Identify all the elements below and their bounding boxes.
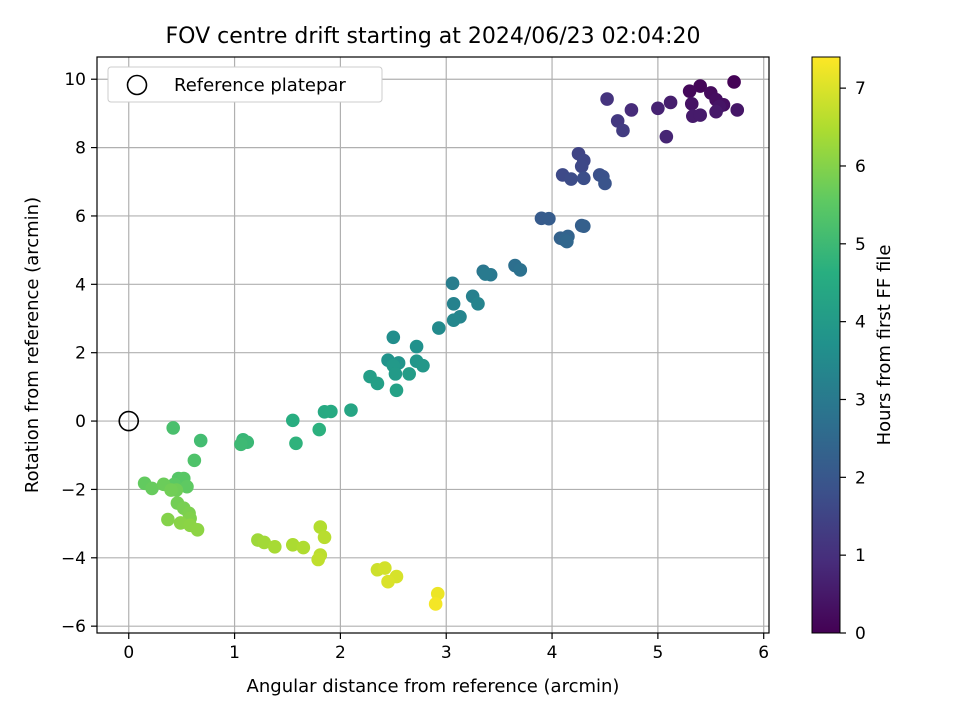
legend-marker <box>126 74 148 96</box>
data-point <box>234 437 248 452</box>
data-point <box>560 234 574 249</box>
data-point <box>289 436 303 451</box>
data-point <box>564 172 578 186</box>
data-point <box>296 540 311 555</box>
data-point <box>190 522 205 537</box>
data-point <box>432 321 446 335</box>
y-tick-label: −6 <box>61 617 86 637</box>
x-tick-label: 3 <box>441 643 452 663</box>
y-tick-label: −4 <box>61 549 86 569</box>
data-point <box>730 103 745 117</box>
colorbar-tick-label: 2 <box>855 468 866 488</box>
data-point <box>193 433 208 448</box>
data-point <box>682 84 697 98</box>
data-point <box>577 219 591 234</box>
data-point <box>709 104 723 119</box>
data-point <box>187 453 202 468</box>
legend-label: Reference platepar <box>174 75 346 96</box>
x-axis-label: Angular distance from reference (arcmin) <box>247 676 620 697</box>
colorbar-label: Hours from first FF file <box>874 245 895 446</box>
data-point <box>257 535 272 550</box>
reference-platepar-marker <box>118 410 140 432</box>
data-point <box>145 481 159 496</box>
data-point <box>166 421 180 435</box>
data-point <box>416 358 430 373</box>
colorbar-tick-label: 6 <box>855 157 866 177</box>
data-point <box>616 123 630 138</box>
legend: Reference platepar <box>107 66 383 103</box>
x-tick-label: 4 <box>547 643 558 663</box>
data-point <box>598 176 612 191</box>
data-point <box>693 79 708 93</box>
data-point <box>164 483 178 497</box>
data-points <box>137 75 745 611</box>
colorbar <box>811 56 841 634</box>
data-point <box>513 263 528 277</box>
data-point <box>267 540 282 554</box>
legend-box <box>107 66 383 103</box>
data-point <box>386 330 401 345</box>
y-tick-label: 8 <box>75 139 86 159</box>
data-point <box>388 367 403 381</box>
colorbar-tick-label: 4 <box>855 313 866 333</box>
data-point <box>317 530 332 545</box>
data-point <box>378 561 392 575</box>
x-tick-label: 6 <box>758 643 769 663</box>
data-point <box>324 404 338 419</box>
y-tick-label: 2 <box>75 344 86 364</box>
data-point <box>445 276 460 291</box>
data-point <box>446 297 461 311</box>
data-point <box>370 376 385 391</box>
plot-frame <box>96 56 770 634</box>
x-tick-label: 0 <box>123 643 134 663</box>
colorbar-tick-label: 7 <box>855 79 866 99</box>
data-point <box>285 413 300 428</box>
colorbar-tick-label: 0 <box>855 624 866 644</box>
data-point <box>430 586 445 601</box>
data-point <box>684 97 699 111</box>
y-tick-label: 6 <box>75 207 86 227</box>
y-tick-label: 0 <box>75 412 86 432</box>
data-point <box>180 479 194 494</box>
data-point <box>693 108 708 122</box>
data-point <box>313 520 328 534</box>
data-point <box>471 297 485 311</box>
y-tick-label: −2 <box>61 480 86 500</box>
data-point <box>659 129 674 144</box>
data-point <box>409 339 424 354</box>
y-tick-label: 10 <box>64 70 86 90</box>
x-tick-label: 2 <box>335 643 346 663</box>
y-axis-label: Rotation from reference (arcmin) <box>22 197 43 493</box>
data-point <box>727 75 741 89</box>
x-tick-label: 1 <box>229 643 240 663</box>
chart-title: FOV centre drift starting at 2024/06/23 … <box>166 24 701 49</box>
data-point <box>478 267 493 281</box>
data-point <box>577 171 591 186</box>
colorbar-tick-label: 5 <box>855 235 866 255</box>
colorbar-tick-label: 1 <box>855 546 866 566</box>
data-point <box>389 383 404 398</box>
colorbar-tick-label: 3 <box>855 390 866 410</box>
data-point <box>381 574 395 589</box>
data-point <box>651 101 665 116</box>
data-point <box>574 159 589 174</box>
data-point <box>161 512 175 527</box>
data-point <box>624 103 639 117</box>
data-point <box>402 367 416 381</box>
data-point <box>542 211 556 226</box>
colorbar-ticks: 0 1 2 3 4 5 6 7 <box>840 79 866 644</box>
y-tick-label: 4 <box>75 275 86 295</box>
data-point <box>344 403 358 417</box>
grid-lines <box>97 57 769 633</box>
data-point <box>600 92 614 106</box>
data-point <box>285 538 300 552</box>
data-point <box>446 313 461 328</box>
data-point <box>428 597 443 611</box>
data-point <box>663 95 678 110</box>
x-tick-label: 5 <box>652 643 663 663</box>
axis-ticks: 0 1 2 3 4 5 6 −6 −4 −2 0 2 4 6 8 10 <box>61 70 769 663</box>
data-point <box>312 422 327 437</box>
data-point <box>311 552 325 567</box>
